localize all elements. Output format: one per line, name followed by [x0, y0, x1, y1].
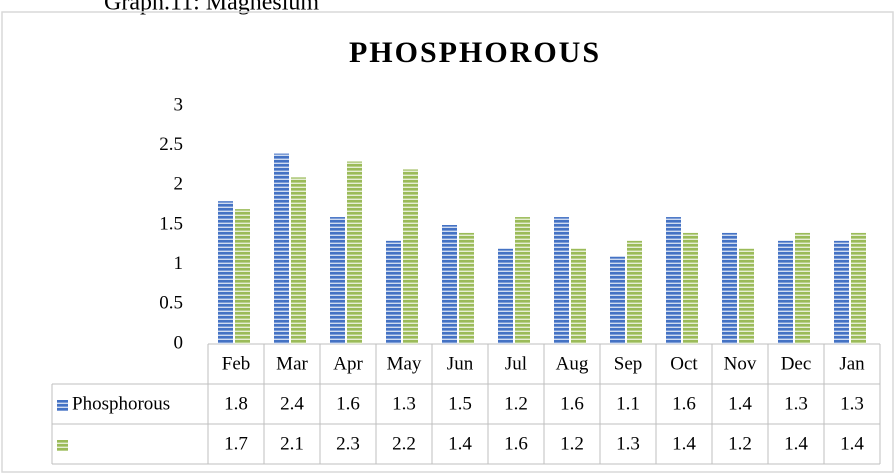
y-tick-label: 1 — [174, 253, 184, 274]
table-value: 1.1 — [616, 393, 640, 414]
table-value: 1.7 — [224, 433, 248, 454]
x-tick-label: Sep — [614, 353, 643, 374]
table-value: 1.5 — [448, 393, 472, 414]
bar — [554, 217, 569, 344]
bar — [291, 177, 306, 344]
table-value: 1.6 — [336, 393, 360, 414]
table-value: 1.6 — [672, 393, 696, 414]
bar — [274, 153, 289, 344]
table-value: 2.4 — [280, 393, 304, 414]
y-tick-label: 0 — [174, 332, 184, 353]
bar — [515, 217, 530, 344]
x-tick-label: May — [387, 353, 422, 374]
legend-label: Phosphorous — [72, 393, 170, 414]
table-value: 2.1 — [280, 433, 304, 454]
bar — [795, 232, 810, 344]
bar — [347, 161, 362, 344]
chart-border — [1, 11, 894, 473]
table-value: 1.2 — [504, 393, 528, 414]
bar — [683, 232, 698, 344]
table-value: 2.2 — [392, 433, 416, 454]
bar — [403, 169, 418, 344]
bar — [610, 256, 625, 344]
x-tick-label: Nov — [724, 353, 757, 374]
table-value: 1.2 — [728, 433, 752, 454]
bar — [386, 240, 401, 344]
y-tick-label: 0.5 — [159, 293, 183, 314]
bar — [442, 225, 457, 344]
x-tick-label: Jan — [839, 353, 865, 374]
table-value: 1.3 — [784, 393, 808, 414]
y-tick-label: 1.5 — [159, 213, 183, 234]
table-value: 1.4 — [448, 433, 472, 454]
y-tick-label: 2.5 — [159, 134, 183, 155]
legend-key — [57, 440, 68, 451]
bar — [498, 248, 513, 344]
bar — [571, 248, 586, 344]
x-tick-label: Dec — [781, 353, 812, 374]
table-value: 1.4 — [840, 433, 864, 454]
x-tick-label: Feb — [222, 353, 251, 374]
legend-key — [57, 400, 68, 411]
table-value: 1.4 — [728, 393, 752, 414]
bar — [627, 240, 642, 344]
table-value: 1.6 — [560, 393, 584, 414]
bar — [459, 232, 474, 344]
bar — [851, 232, 866, 344]
table-value: 1.4 — [672, 433, 696, 454]
table-value: 1.8 — [224, 393, 248, 414]
table-value: 1.6 — [504, 433, 528, 454]
table-value: 1.3 — [616, 433, 640, 454]
bar — [722, 232, 737, 344]
x-tick-label: Apr — [333, 353, 363, 374]
bar — [330, 217, 345, 344]
bar — [235, 209, 250, 344]
x-tick-label: Aug — [556, 353, 589, 374]
table-value: 1.3 — [840, 393, 864, 414]
x-tick-label: Mar — [276, 353, 308, 374]
bar — [834, 240, 849, 344]
y-tick-label: 3 — [174, 94, 184, 115]
y-tick-label: 2 — [174, 174, 184, 195]
bar — [739, 248, 754, 344]
bar — [218, 201, 233, 344]
x-tick-label: Jul — [505, 353, 527, 374]
table-value: 1.4 — [784, 433, 808, 454]
table-value: 1.2 — [560, 433, 584, 454]
table-value: 2.3 — [336, 433, 360, 454]
chart-title: PHOSPHOROUS — [349, 36, 601, 69]
x-tick-label: Oct — [670, 353, 698, 374]
caption: Graph.11: Magnesium — [104, 0, 319, 16]
bar — [666, 217, 681, 344]
bar — [778, 240, 793, 344]
x-tick-label: Jun — [447, 353, 474, 374]
table-value: 1.3 — [392, 393, 416, 414]
